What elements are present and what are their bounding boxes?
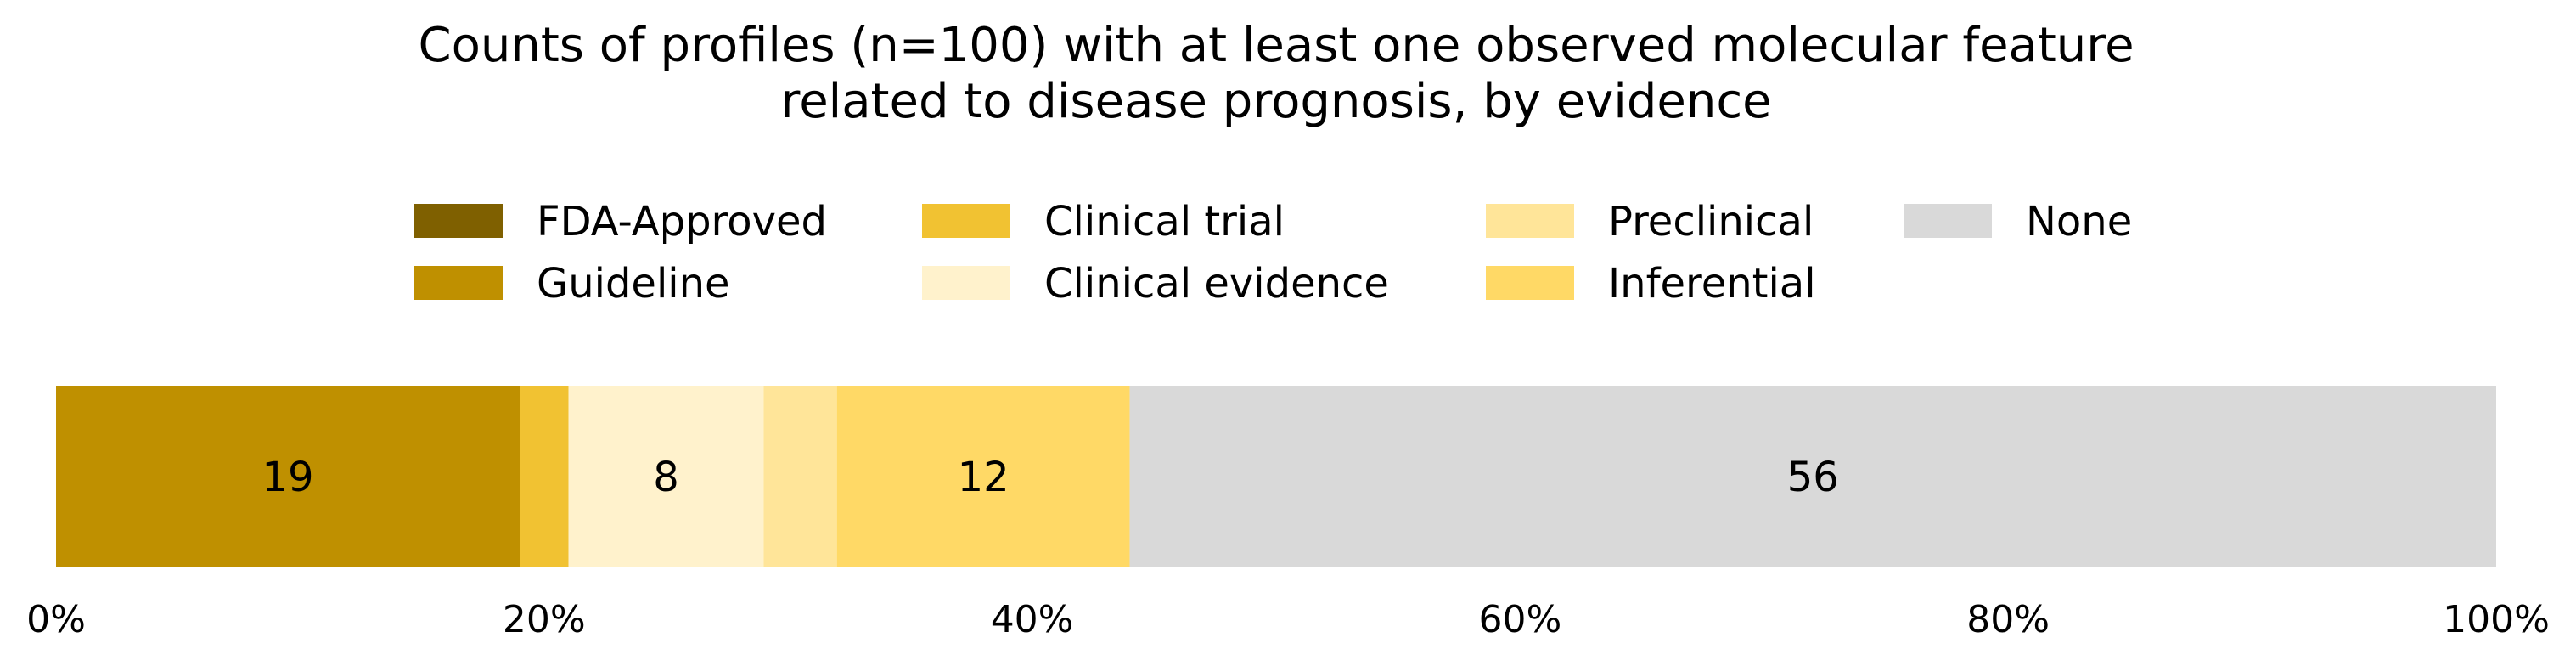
chart-title: Counts of profiles (n=100) with at least… (418, 18, 2134, 129)
legend-swatch (414, 266, 503, 300)
legend-label: Clinical trial (1044, 198, 1285, 246)
legend-swatch (1904, 204, 1992, 238)
legend-label: Inferential (1608, 260, 1816, 308)
legend-label: FDA-Approved (537, 198, 827, 246)
x-tick-label: 60% (1479, 598, 1562, 641)
legend: FDA-Approved Guideline Clinical trial Clini… (414, 198, 2132, 308)
legend-label: None (2026, 198, 2132, 246)
bar-segment-preclinical (763, 386, 837, 567)
data-label: 8 (653, 454, 679, 501)
bar-segment-clinical-trial (520, 386, 569, 567)
x-tick-label: 100% (2443, 598, 2550, 641)
legend-swatch (922, 204, 1010, 238)
data-label: 19 (262, 454, 313, 501)
legend-swatch (1486, 266, 1574, 300)
legend-item: FDA-Approved (414, 198, 827, 246)
legend-item: Clinical evidence (922, 260, 1389, 308)
legend-label: Guideline (537, 260, 730, 308)
legend-item: Preclinical (1486, 198, 1814, 246)
bar-segment-inferential (836, 386, 1130, 567)
bar-segments (56, 386, 2496, 567)
data-labels: 19 8 12 56 (262, 454, 1838, 501)
legend-swatch (922, 266, 1010, 300)
bar-segment-guideline (56, 386, 520, 567)
legend-item: Guideline (414, 260, 730, 308)
x-tick-label: 80% (1966, 598, 2050, 641)
x-tick-label: 0% (26, 598, 86, 641)
legend-item: Clinical trial (922, 198, 1285, 246)
chart-title-line-1: Counts of profiles (n=100) with at least… (418, 18, 2134, 73)
legend-item: None (1904, 198, 2132, 246)
legend-swatch (414, 204, 503, 238)
data-label: 12 (958, 454, 1010, 501)
bar-segment-none (1129, 386, 2496, 567)
legend-label: Preclinical (1608, 198, 1814, 246)
legend-swatch (1486, 204, 1574, 238)
bar-segment-clinical-evidence (568, 386, 764, 567)
x-axis: 0% 20% 40% 60% 80% 100% (26, 598, 2550, 641)
x-tick-label: 40% (991, 598, 1074, 641)
x-tick-label: 20% (503, 598, 586, 641)
data-label: 56 (1787, 454, 1839, 501)
legend-item: Inferential (1486, 260, 1816, 308)
legend-label: Clinical evidence (1044, 260, 1389, 308)
chart-title-line-2: related to disease prognosis, by evidenc… (780, 74, 1771, 129)
